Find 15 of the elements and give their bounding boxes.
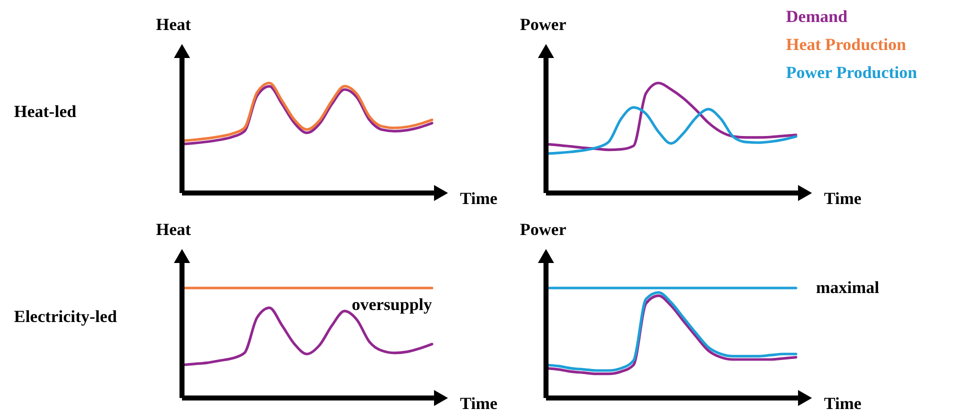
text: Electricity-led — [14, 306, 118, 326]
text: Heat Production — [786, 35, 907, 54]
text: maximal — [816, 278, 880, 297]
y-axis-title: Power — [520, 15, 567, 34]
annotation: oversupply — [352, 295, 432, 314]
text: Heat-led — [14, 102, 77, 121]
x-axis-title: Time — [460, 394, 498, 413]
x-axis-title: Time — [824, 394, 862, 413]
y-axis-title: Power — [520, 220, 567, 239]
text: Demand — [786, 7, 848, 26]
y-axis-title: Heat — [156, 15, 192, 34]
text: Power Production — [786, 63, 918, 82]
x-axis-title: Time — [824, 189, 862, 208]
x-axis-title: Time — [460, 189, 498, 208]
y-axis-title: Heat — [156, 220, 192, 239]
